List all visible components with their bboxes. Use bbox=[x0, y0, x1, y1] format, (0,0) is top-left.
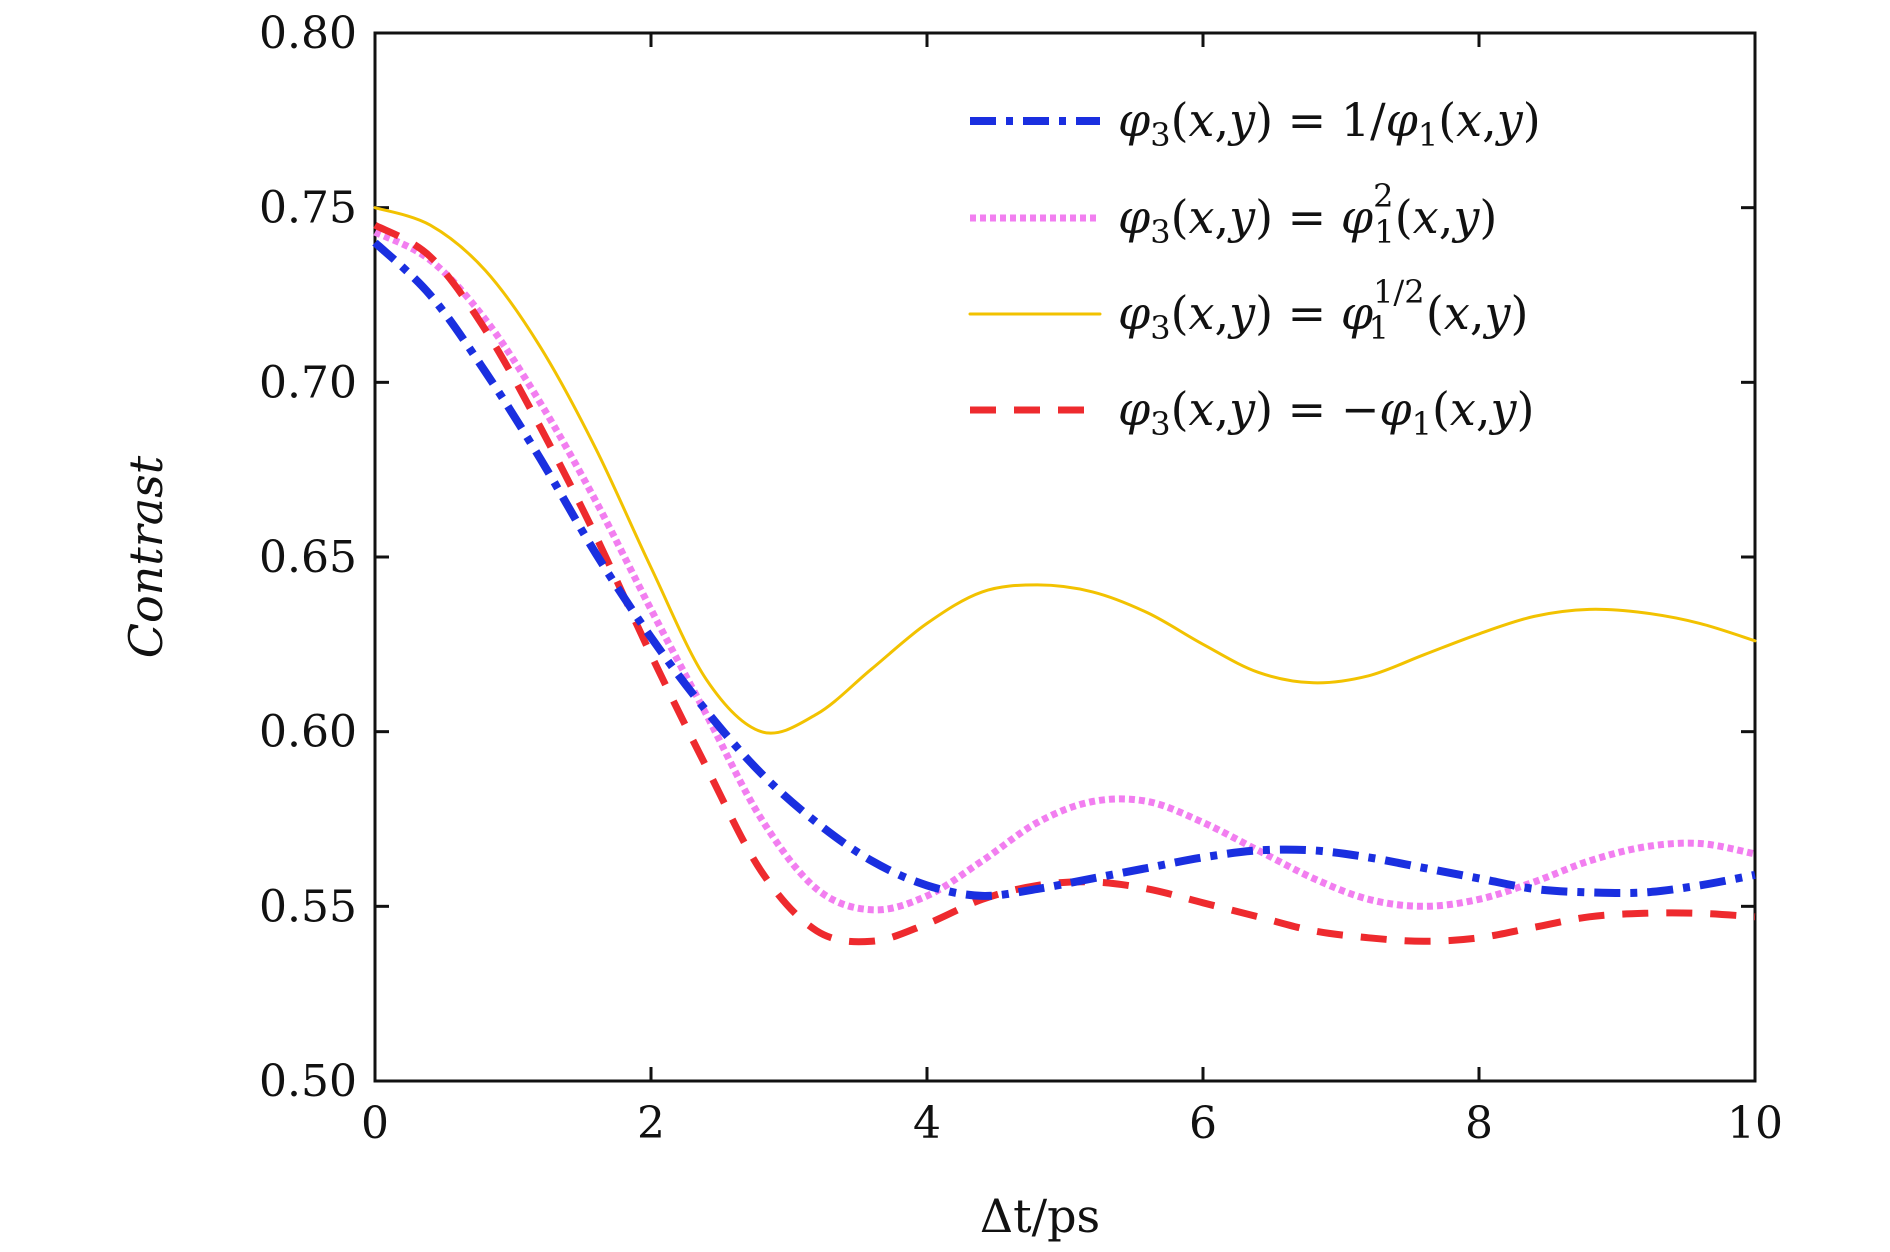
x-tick-label: 10 bbox=[1727, 1098, 1783, 1149]
x-axis-label: Δt/ps bbox=[980, 1189, 1100, 1243]
y-axis-label: Contrast bbox=[119, 455, 173, 658]
y-tick-label: 0.75 bbox=[259, 183, 357, 234]
y-tick-label: 0.55 bbox=[259, 881, 357, 932]
legend-label-2: φ3(x,y) = φ1/2 1 (x,y) bbox=[1118, 273, 1528, 347]
legend-label-1: φ3(x,y) = φ2 1(x,y) bbox=[1118, 177, 1497, 251]
series-line-3 bbox=[373, 222, 1756, 946]
y-tick-label: 0.50 bbox=[259, 1056, 357, 1107]
axis-ticks bbox=[373, 31, 1757, 1083]
y-tick-label: 0.60 bbox=[259, 707, 357, 758]
x-tick-label: 8 bbox=[1465, 1098, 1493, 1149]
x-tick-label: 2 bbox=[637, 1098, 665, 1149]
x-tick-label: 0 bbox=[361, 1098, 389, 1149]
legend-label-3: φ3(x,y) = −φ1(x,y) bbox=[1118, 382, 1534, 443]
series-line-2 bbox=[373, 206, 1757, 735]
y-tick-label: 0.65 bbox=[259, 532, 357, 583]
series-line-0 bbox=[372, 239, 1756, 900]
legend: φ3(x,y) = 1/φ1(x,y) φ3(x,y) = φ2 1(x,y) φ3(… bbox=[968, 93, 1541, 443]
y-tick-label: 0.80 bbox=[259, 8, 357, 59]
tick-labels: 0 2 4 6 8 10 0.50 0.55 0.60 0.65 0.70 0.75 0.80 bbox=[259, 8, 1783, 1149]
series-layer bbox=[372, 206, 1757, 946]
x-tick-label: 6 bbox=[1189, 1098, 1217, 1149]
y-tick-label: 0.70 bbox=[259, 357, 357, 408]
x-tick-label: 4 bbox=[913, 1098, 941, 1149]
legend-label-0: φ3(x,y) = 1/φ1(x,y) bbox=[1118, 93, 1541, 154]
